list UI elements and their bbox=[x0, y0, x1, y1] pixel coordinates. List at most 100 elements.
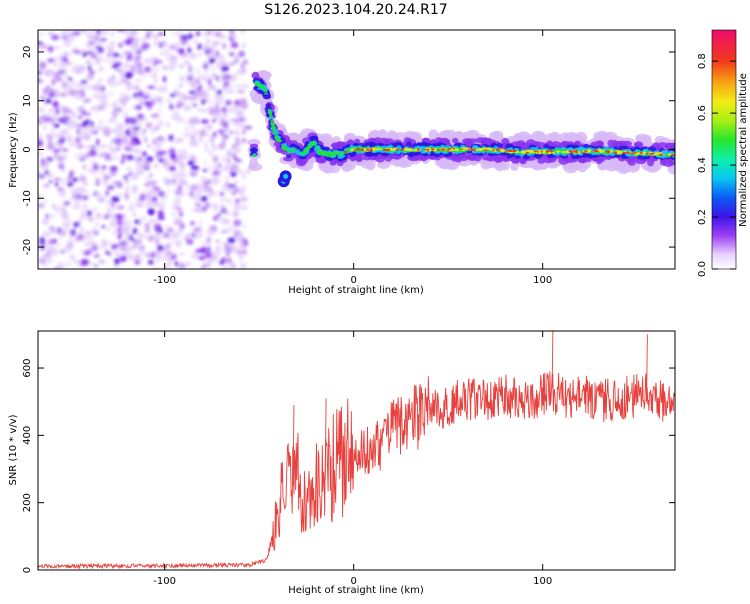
noise-blob bbox=[192, 103, 197, 107]
ridge-blob bbox=[269, 114, 273, 118]
noise-blob bbox=[90, 105, 98, 112]
noise-blob bbox=[47, 45, 54, 53]
noise-blob bbox=[161, 49, 171, 56]
noise-blob bbox=[73, 203, 81, 210]
noise-blob bbox=[125, 84, 133, 91]
ridge-blob bbox=[496, 143, 504, 148]
noise-blob bbox=[164, 264, 170, 269]
noise-blob bbox=[67, 246, 72, 251]
ridge-blob bbox=[454, 148, 459, 150]
colorbar-tick-label: 0.6 bbox=[697, 105, 708, 121]
noise-blob bbox=[224, 176, 230, 181]
ridge-blob bbox=[487, 150, 491, 153]
noise-blob bbox=[236, 250, 243, 255]
noise-blob bbox=[103, 194, 107, 200]
ridge-blob bbox=[377, 147, 380, 151]
noise-blob bbox=[43, 183, 50, 187]
noise-blob bbox=[143, 66, 152, 73]
noise-blob bbox=[116, 30, 126, 33]
noise-blob bbox=[180, 96, 186, 101]
noise-blob bbox=[191, 94, 199, 100]
noise-blob bbox=[193, 226, 202, 233]
noise-blob bbox=[77, 115, 83, 120]
noise-blob bbox=[93, 264, 99, 268]
noise-blob bbox=[169, 93, 177, 98]
colorbar-axes: 0.0 0.2 0.4 0.6 0.8 bbox=[697, 53, 736, 277]
noise-blob bbox=[79, 157, 86, 162]
noise-blob bbox=[206, 258, 212, 265]
noise-blob bbox=[206, 236, 211, 243]
noise-blob bbox=[168, 134, 174, 142]
noise-blob bbox=[127, 253, 133, 261]
noise-blob bbox=[66, 175, 75, 183]
noise-blob bbox=[240, 84, 249, 89]
noise-blob bbox=[59, 153, 69, 159]
noise-blob bbox=[67, 77, 73, 81]
noise-blob bbox=[106, 186, 114, 190]
noise-blob bbox=[220, 166, 227, 173]
ridge-blob bbox=[655, 152, 659, 155]
noise-blob bbox=[207, 245, 211, 252]
noise-blob bbox=[214, 93, 223, 101]
ridge-blob bbox=[329, 153, 334, 157]
noise-blob bbox=[44, 170, 49, 175]
ridge-blob bbox=[452, 137, 459, 144]
noise-blob bbox=[217, 30, 221, 38]
noise-blob bbox=[76, 143, 84, 149]
noise-blob bbox=[180, 222, 185, 230]
ridge-blob bbox=[343, 151, 347, 153]
noise-blob bbox=[142, 129, 147, 133]
noise-blob bbox=[112, 181, 119, 185]
noise-blob bbox=[180, 78, 184, 82]
noise-blob bbox=[66, 52, 72, 56]
colorbar: 0.0 0.2 0.4 0.6 0.8 Normalized spectral ampl… bbox=[697, 29, 749, 277]
noise-blob bbox=[236, 69, 244, 76]
noise-blob bbox=[108, 152, 113, 156]
noise-blob bbox=[39, 236, 46, 244]
noise-blob bbox=[90, 54, 98, 59]
ridge-blob bbox=[340, 151, 345, 155]
ridge-blob bbox=[380, 148, 383, 151]
noise-blob bbox=[134, 37, 139, 43]
noise-blob bbox=[238, 240, 244, 245]
noise-blob bbox=[179, 35, 188, 40]
noise-blob bbox=[219, 118, 226, 126]
ridge-blob bbox=[281, 145, 285, 149]
noise-blob bbox=[63, 85, 73, 92]
noise-blob bbox=[178, 48, 185, 55]
ridge-blob bbox=[571, 151, 575, 153]
noise-blob bbox=[43, 125, 47, 131]
ridge-blob bbox=[561, 150, 566, 154]
noise-blob bbox=[180, 168, 185, 175]
noise-blob bbox=[80, 80, 88, 84]
noise-blob bbox=[139, 215, 147, 221]
ridge-blob bbox=[374, 154, 386, 163]
ridge-blob bbox=[613, 151, 618, 154]
noise-blob bbox=[243, 238, 248, 246]
ridge-blob bbox=[277, 139, 283, 143]
ridge-blob bbox=[481, 137, 493, 144]
noise-blob bbox=[234, 180, 238, 184]
noise-blob bbox=[129, 129, 136, 134]
noise-blob bbox=[110, 81, 116, 89]
noise-blob bbox=[99, 259, 105, 264]
noise-blob bbox=[136, 232, 145, 240]
noise-blob bbox=[143, 165, 150, 171]
noise-blob bbox=[99, 30, 108, 36]
noise-blob bbox=[162, 75, 167, 83]
noise-blob bbox=[153, 179, 158, 186]
ridge-blob bbox=[249, 158, 259, 170]
noise-blob bbox=[199, 136, 203, 142]
noise-blob bbox=[147, 144, 151, 148]
noise-blob bbox=[163, 156, 169, 162]
noise-blob bbox=[209, 150, 213, 156]
noise-blob bbox=[127, 65, 135, 69]
noise-blob bbox=[85, 44, 93, 47]
noise-blob bbox=[42, 231, 51, 238]
noise-blob bbox=[154, 33, 159, 40]
ridge-blob bbox=[578, 156, 586, 164]
noise-blob bbox=[167, 241, 173, 246]
noise-blob bbox=[38, 44, 44, 50]
snr-x-axis-label: Height of straight line (km) bbox=[288, 585, 424, 596]
noise-blob bbox=[173, 198, 181, 206]
